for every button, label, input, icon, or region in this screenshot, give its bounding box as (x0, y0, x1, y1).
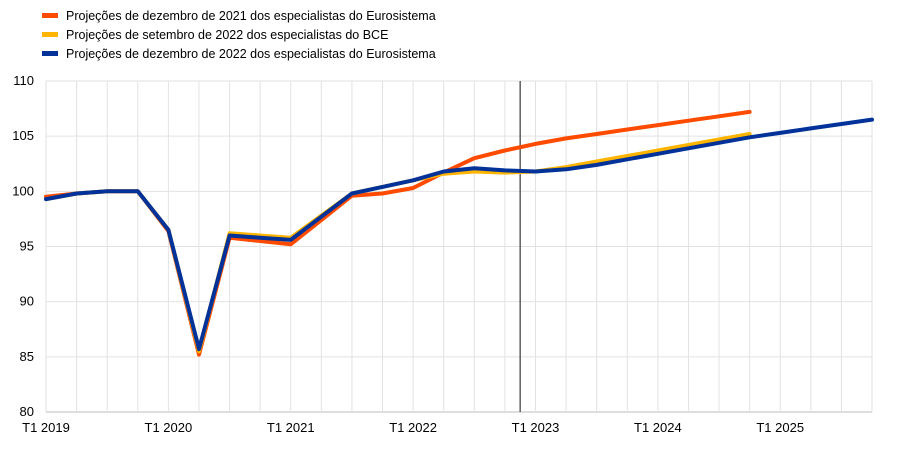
series-dec-2022-line (44, 117, 874, 352)
legend-swatch (42, 32, 58, 37)
y-tick-label: 85 (20, 349, 34, 364)
x-tick-label: T1 2023 (512, 420, 560, 435)
x-tick-label: T1 2021 (267, 420, 315, 435)
x-tick-label: T1 2020 (145, 420, 193, 435)
series-sep-2022-line (44, 132, 752, 354)
y-tick-label: 110 (13, 73, 34, 88)
x-tick-label: T1 2025 (756, 420, 804, 435)
legend-swatch (42, 51, 58, 56)
grid-layer (45, 80, 873, 413)
legend-label: Projeções de dezembro de 2021 dos especi… (66, 9, 436, 23)
legend-label: Projeções de setembro de 2022 dos especi… (66, 28, 388, 42)
axis-layer: 80 85 90 95 100 105 110 T1 2019 T1 2020 T1 2021 T1… (12, 73, 804, 435)
y-tick-label: 105 (12, 128, 34, 143)
y-tick-label: 95 (20, 239, 34, 254)
legend-swatch (42, 13, 58, 18)
x-tick-label: T1 2019 (22, 420, 70, 435)
y-tick-label: 80 (20, 404, 34, 419)
legend-label: Projeções de dezembro de 2022 dos especi… (66, 47, 436, 61)
series-dec-2021-line (44, 109, 752, 357)
series-layer (44, 109, 874, 357)
y-tick-label: 100 (12, 183, 34, 198)
legend: Projeções de dezembro de 2021 dos especi… (42, 9, 436, 61)
y-tick-label: 90 (20, 294, 34, 309)
x-tick-label: T1 2024 (634, 420, 682, 435)
x-tick-label: T1 2022 (389, 420, 437, 435)
